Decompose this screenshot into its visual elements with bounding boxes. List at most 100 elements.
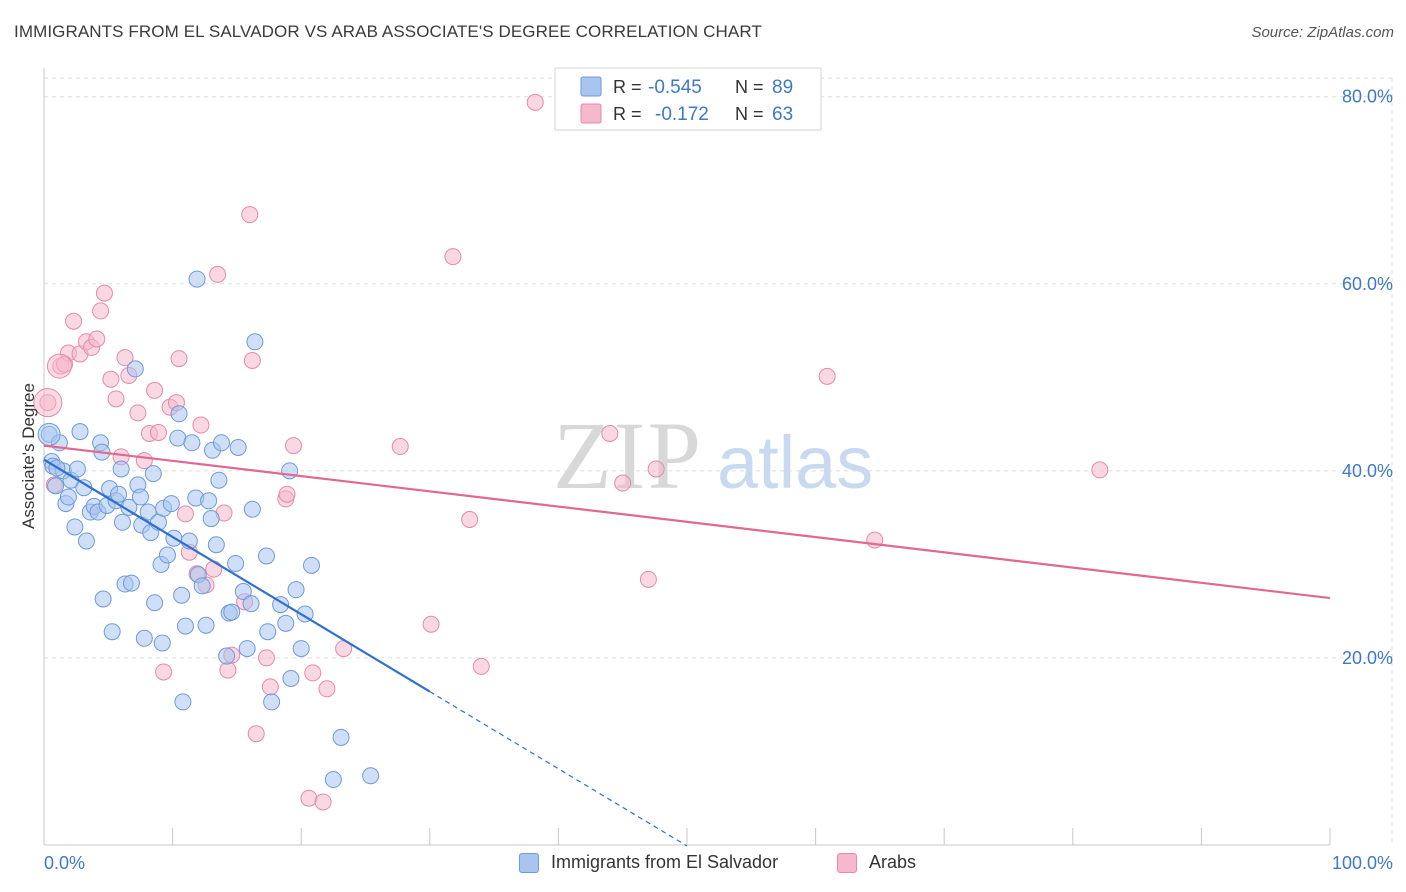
el-salvador-point bbox=[66, 518, 84, 536]
arabs-point bbox=[241, 206, 259, 224]
el-salvador-point bbox=[234, 583, 252, 601]
arabs-point bbox=[647, 460, 665, 478]
el-salvador-point bbox=[173, 586, 191, 604]
el-salvador-point bbox=[257, 547, 275, 565]
arabs-point bbox=[116, 349, 134, 367]
arabs-point bbox=[300, 789, 318, 807]
arabs-point bbox=[257, 649, 275, 667]
arabs-point bbox=[92, 302, 110, 320]
el-salvador-point bbox=[218, 647, 236, 665]
el-salvador-point bbox=[59, 488, 77, 506]
el-salvador-point bbox=[47, 477, 65, 495]
arabs-point bbox=[284, 437, 302, 455]
arabs-point bbox=[614, 474, 632, 492]
el-salvador-point bbox=[282, 670, 300, 688]
series-legend: Immigrants from El Salvador Arabs bbox=[0, 852, 1406, 878]
arabs-point bbox=[318, 680, 336, 698]
y-tick-label: 80.0% bbox=[1342, 87, 1393, 107]
el-salvador-point bbox=[153, 634, 171, 652]
arabs-trend-line bbox=[43, 444, 1331, 600]
arabs-point bbox=[176, 505, 194, 523]
stats-legend-blue-r-label: R = bbox=[613, 77, 642, 97]
el-salvador-point bbox=[94, 590, 112, 608]
stats-legend-pink-r-label: R = bbox=[613, 104, 642, 124]
el-salvador-point bbox=[135, 629, 153, 647]
el-salvador-point bbox=[227, 554, 245, 572]
el-salvador-point bbox=[176, 617, 194, 635]
el-salvador-point bbox=[243, 500, 261, 518]
el-salvador-point bbox=[170, 405, 188, 423]
arabs-point bbox=[192, 416, 210, 434]
arabs-point bbox=[129, 404, 147, 422]
stats-legend: R = -0.545 N = 89 R = -0.172 N = 63 bbox=[554, 67, 822, 131]
arabs-point bbox=[219, 661, 237, 679]
source-credit: Source: ZipAtlas.com bbox=[1251, 24, 1394, 41]
el-salvador-point bbox=[126, 360, 144, 378]
arabs-point bbox=[65, 312, 83, 330]
stats-legend-blue-swatch bbox=[580, 76, 602, 97]
arabs-point bbox=[818, 367, 836, 385]
arabs-point-large bbox=[46, 353, 72, 379]
el-salvador-point bbox=[242, 595, 260, 613]
arabs-point bbox=[209, 265, 227, 283]
el-salvador-point bbox=[103, 623, 121, 641]
el-salvador-point bbox=[120, 498, 138, 516]
arabs-point bbox=[170, 350, 188, 368]
arabs-point bbox=[88, 330, 106, 348]
arabs-point bbox=[155, 663, 173, 681]
y-axis-label: Associate's Degree bbox=[19, 383, 38, 529]
el-salvador-point bbox=[77, 532, 95, 550]
legend-item-el-salvador[interactable]: Immigrants from El Salvador bbox=[519, 852, 778, 873]
el-salvador-point bbox=[200, 492, 218, 510]
tick-labels: 20.0% 40.0% 60.0% 80.0% 0.0% 100.0% bbox=[44, 87, 1393, 873]
arabs-point bbox=[149, 424, 167, 442]
legend-label-arabs: Arabs bbox=[869, 852, 917, 872]
arabs-point bbox=[95, 284, 113, 302]
stats-legend-pink-r-value: -0.172 bbox=[655, 104, 709, 125]
legend-swatch-el-salvador bbox=[519, 852, 539, 873]
legend-item-arabs[interactable]: Arabs bbox=[837, 852, 916, 873]
chart-title: IMMIGRANTS FROM EL SALVADOR VS ARAB ASSO… bbox=[14, 22, 762, 41]
stats-legend-blue-r-value: -0.545 bbox=[648, 77, 702, 98]
el-salvador-point bbox=[110, 485, 128, 503]
arabs-point bbox=[304, 664, 322, 682]
arabs-point bbox=[601, 424, 619, 442]
arabs-point bbox=[261, 678, 279, 696]
el-salvador-point bbox=[131, 488, 149, 506]
el-salvador-point bbox=[188, 270, 206, 288]
x-tick-label: 0.0% bbox=[44, 853, 85, 873]
y-tick-label: 40.0% bbox=[1342, 461, 1393, 481]
arabs-point bbox=[422, 615, 440, 633]
el-salvador-point bbox=[202, 510, 220, 528]
el-salvador-point-large bbox=[37, 422, 61, 446]
stats-legend-blue-n-label: N = bbox=[735, 77, 764, 97]
arabs-point bbox=[247, 725, 265, 743]
arabs-point bbox=[146, 381, 164, 399]
trend-lines bbox=[43, 444, 1331, 847]
stats-legend-blue-n-value: 89 bbox=[772, 77, 793, 98]
arabs-point bbox=[526, 93, 544, 111]
arabs-point bbox=[278, 485, 296, 503]
el-salvador-point bbox=[292, 640, 310, 658]
arabs-point-large bbox=[33, 388, 63, 418]
el-salvador-point bbox=[229, 438, 247, 456]
legend-label-el-salvador: Immigrants from El Salvador bbox=[551, 852, 779, 872]
stats-legend-pink-n-value: 63 bbox=[772, 104, 793, 125]
legend-swatch-arabs bbox=[837, 852, 857, 873]
el-salvador-point bbox=[277, 614, 295, 632]
arabs-point bbox=[472, 657, 490, 675]
el-salvador-point bbox=[146, 594, 164, 612]
el-salvador-trend-line bbox=[43, 458, 431, 693]
el-salvador-point bbox=[162, 495, 180, 513]
arabs-point bbox=[102, 370, 120, 388]
el-salvador-point bbox=[287, 581, 305, 599]
el-salvador-point bbox=[302, 556, 320, 574]
stats-legend-pink-n-label: N = bbox=[735, 104, 764, 124]
y-tick-label: 20.0% bbox=[1342, 648, 1393, 668]
arabs-point bbox=[461, 510, 479, 528]
arabs-point bbox=[1091, 461, 1109, 479]
arabs-point bbox=[243, 351, 261, 369]
el-salvador-point bbox=[263, 693, 281, 711]
